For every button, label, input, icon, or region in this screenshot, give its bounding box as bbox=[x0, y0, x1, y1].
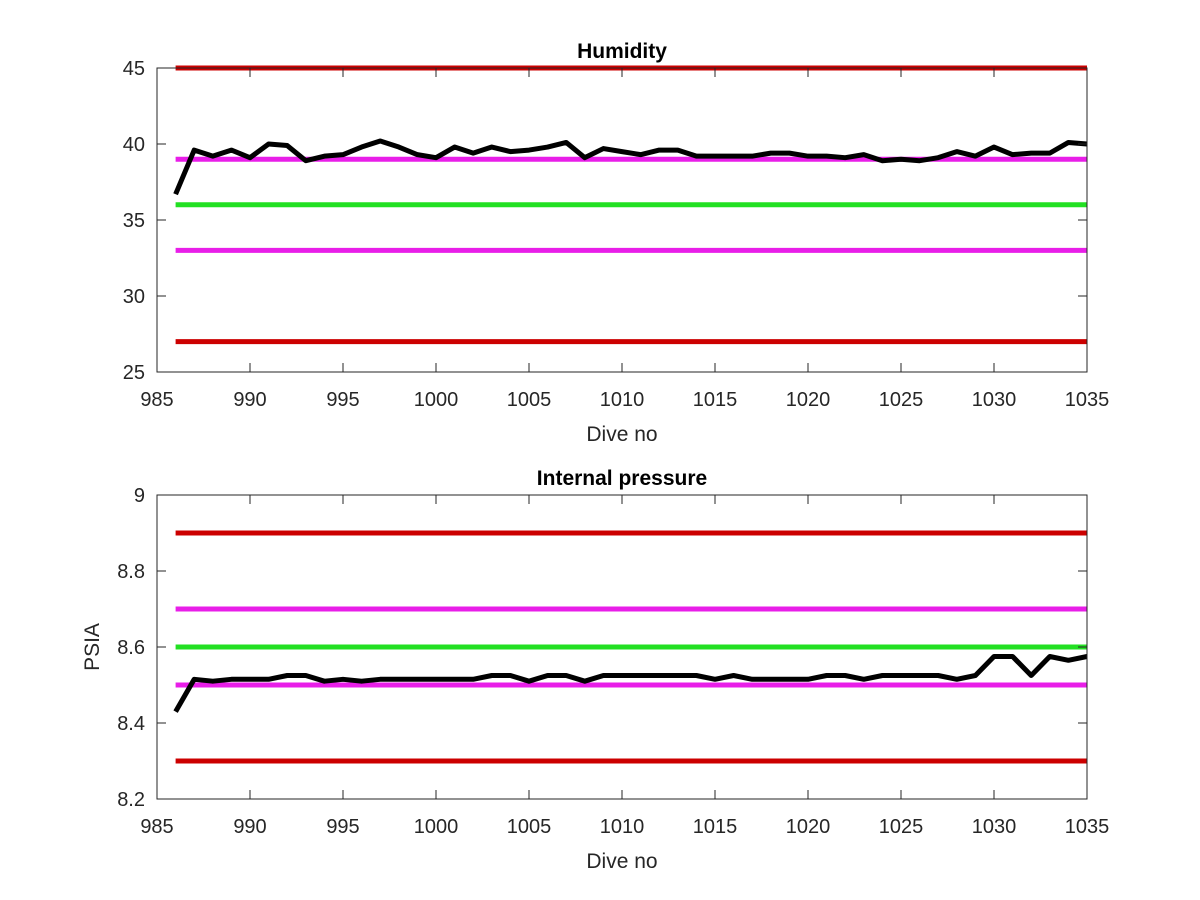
humidity-panel: 985 990 995 1000 1005 1010 1015 1020 1025 1030 103… bbox=[123, 40, 1110, 446]
pressure-x-tick-label: 1035 bbox=[1065, 816, 1110, 838]
pressure-y-tick-label: 8.4 bbox=[117, 713, 145, 735]
pressure-x-ticks: 985 990 995 1000 1005 1010 1015 1020 1025 1030 103… bbox=[140, 495, 1109, 838]
pressure-x-tick-label: 1030 bbox=[972, 816, 1017, 838]
humidity-y-tick-label: 45 bbox=[123, 58, 145, 80]
humidity-x-tick-label: 1010 bbox=[600, 389, 645, 411]
humidity-y-tick-label: 30 bbox=[123, 286, 145, 308]
humidity-x-tick-label: 1035 bbox=[1065, 389, 1110, 411]
pressure-x-tick-label: 1025 bbox=[879, 816, 924, 838]
pressure-x-tick-label: 1005 bbox=[507, 816, 552, 838]
pressure-x-tick-label: 985 bbox=[140, 816, 173, 838]
pressure-series bbox=[173, 654, 1088, 713]
pressure-x-tick-label: 995 bbox=[326, 816, 359, 838]
pressure-title: Internal pressure bbox=[537, 467, 707, 490]
humidity-x-tick-label: 1005 bbox=[507, 389, 552, 411]
humidity-y-tick-label: 40 bbox=[123, 134, 145, 156]
pressure-x-tick-label: 1020 bbox=[786, 816, 831, 838]
pressure-threshold-lines bbox=[175, 530, 1087, 764]
pressure-x-tick-label: 1000 bbox=[414, 816, 459, 838]
humidity-y-tick-label: 25 bbox=[123, 362, 145, 384]
humidity-x-tick-label: 1025 bbox=[879, 389, 924, 411]
pressure-y-tick-label: 8.6 bbox=[117, 637, 145, 659]
humidity-x-tick-label: 990 bbox=[233, 389, 266, 411]
pressure-y-ticks: 8.2 8.4 8.6 8.8 9 bbox=[117, 485, 1087, 811]
humidity-x-axis-label: Dive no bbox=[586, 423, 657, 446]
pressure-series-line-0 bbox=[173, 654, 1088, 713]
humidity-x-tick-label: 985 bbox=[140, 389, 173, 411]
humidity-y-tick-label: 35 bbox=[123, 210, 145, 232]
humidity-series-line-0 bbox=[173, 138, 1088, 196]
pressure-y-tick-label: 8.8 bbox=[117, 561, 145, 583]
pressure-x-tick-label: 990 bbox=[233, 816, 266, 838]
humidity-plot-background bbox=[157, 68, 1087, 372]
humidity-title: Humidity bbox=[577, 40, 667, 63]
pressure-panel: 985 990 995 1000 1005 1010 1015 1020 1025 1030 103… bbox=[81, 467, 1109, 873]
pressure-x-tick-label: 1010 bbox=[600, 816, 645, 838]
pressure-x-axis-label: Dive no bbox=[586, 850, 657, 873]
humidity-x-tick-label: 1020 bbox=[786, 389, 831, 411]
pressure-y-axis-label: PSIA bbox=[81, 623, 104, 671]
humidity-series bbox=[173, 138, 1088, 196]
humidity-x-ticks: 985 990 995 1000 1005 1010 1015 1020 1025 1030 103… bbox=[140, 68, 1109, 411]
humidity-y-ticks: 25 30 35 40 45 bbox=[123, 58, 1087, 384]
pressure-y-tick-label: 8.2 bbox=[117, 789, 145, 811]
humidity-x-tick-label: 1000 bbox=[414, 389, 459, 411]
humidity-x-tick-label: 995 bbox=[326, 389, 359, 411]
humidity-x-tick-label: 1015 bbox=[693, 389, 738, 411]
pressure-y-tick-label: 9 bbox=[134, 485, 145, 507]
humidity-x-tick-label: 1030 bbox=[972, 389, 1017, 411]
pressure-x-tick-label: 1015 bbox=[693, 816, 738, 838]
